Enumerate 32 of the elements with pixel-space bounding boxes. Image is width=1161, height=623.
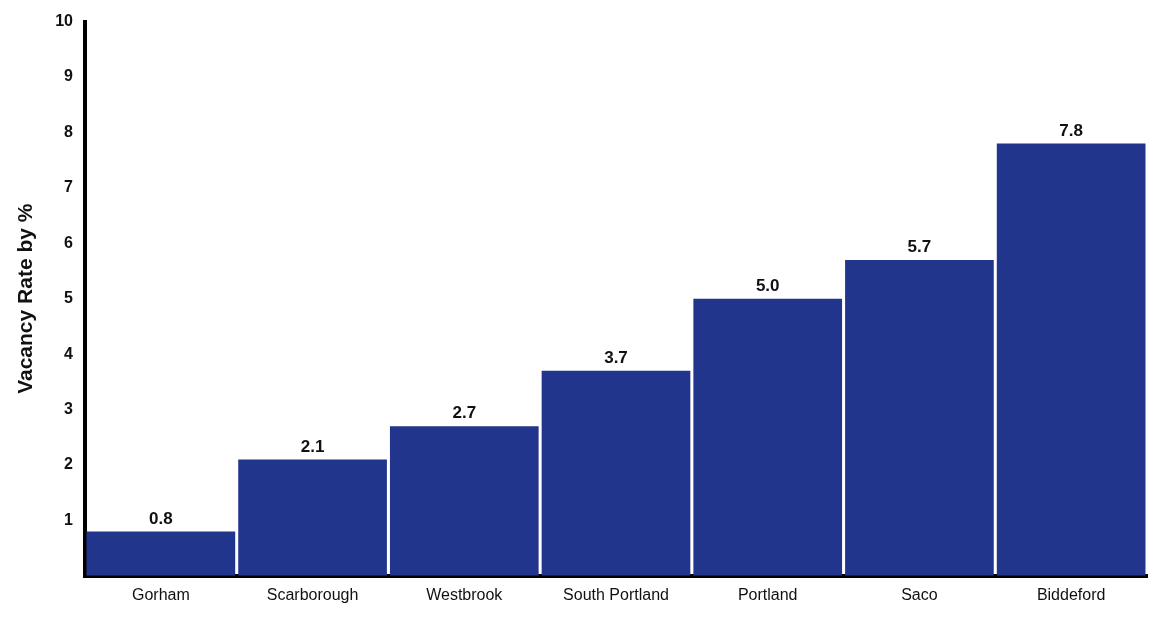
bar xyxy=(389,426,539,576)
data-label: 0.8 xyxy=(149,508,173,528)
x-tick-label: Saco xyxy=(901,585,938,603)
y-tick-label: 3 xyxy=(64,399,74,417)
y-tick-label: 10 xyxy=(55,12,74,30)
y-tick-label: 4 xyxy=(64,344,74,362)
x-tick-label: Biddeford xyxy=(1036,585,1106,603)
x-tick-label: Gorham xyxy=(131,585,190,603)
bar xyxy=(541,370,691,576)
data-label: 7.8 xyxy=(1059,120,1083,140)
data-label: 5.7 xyxy=(907,237,932,257)
x-tick-label: Portland xyxy=(737,585,798,603)
bar xyxy=(996,143,1146,576)
y-tick-label: 9 xyxy=(64,67,74,85)
bar xyxy=(845,259,994,576)
data-label: 2.1 xyxy=(300,436,325,456)
y-tick-label: 2 xyxy=(64,455,74,473)
bar xyxy=(86,531,236,576)
x-tick-label: Scarborough xyxy=(266,585,359,603)
x-tick-label: Westbrook xyxy=(426,585,504,603)
y-tick-label: 7 xyxy=(64,178,74,196)
bar xyxy=(693,298,843,576)
y-axis-title: Vacancy Rate by % xyxy=(13,203,37,394)
bar xyxy=(238,459,387,576)
x-tick-label: South Portland xyxy=(563,585,669,603)
y-tick-label: 1 xyxy=(64,510,74,528)
data-label: 3.7 xyxy=(604,347,628,367)
y-tick-label: 5 xyxy=(64,289,74,307)
data-label: 2.7 xyxy=(452,403,477,423)
data-label: 5.0 xyxy=(755,275,780,295)
y-tick-label: 8 xyxy=(64,122,74,140)
y-tick-label: 6 xyxy=(64,233,74,251)
